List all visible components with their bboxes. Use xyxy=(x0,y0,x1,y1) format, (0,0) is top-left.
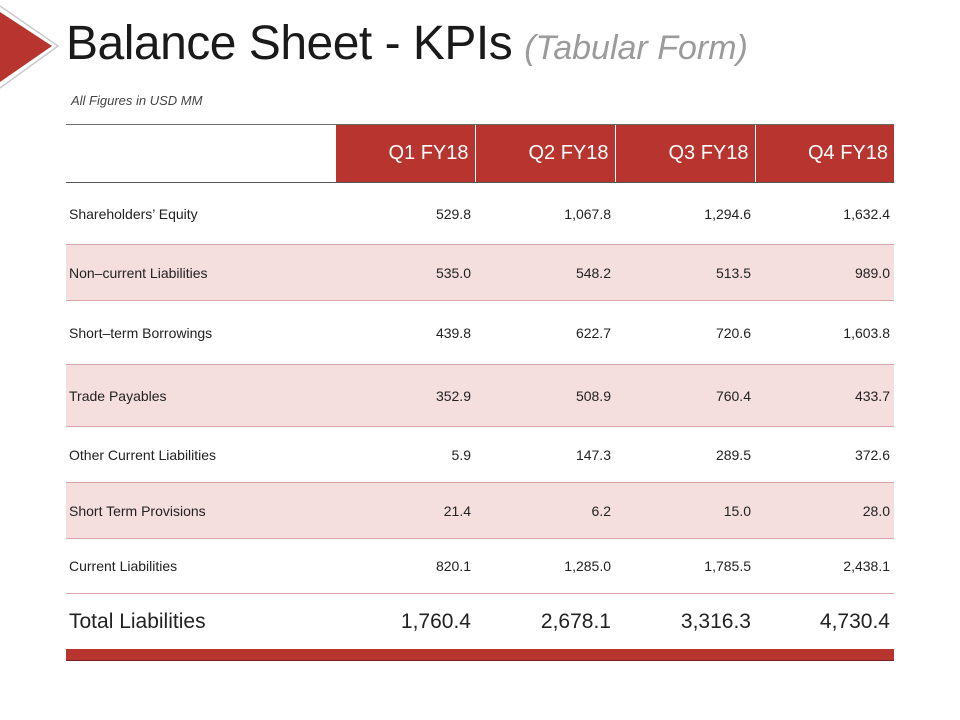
row-value: 1,603.8 xyxy=(755,300,894,365)
table-bottom-bar xyxy=(66,649,894,661)
table-row: Non–current Liabilities 535.0 548.2 513.… xyxy=(66,244,894,301)
row-value: 622.7 xyxy=(475,300,615,365)
header-blank-cell xyxy=(66,124,335,183)
table-row: Other Current Liabilities 5.9 147.3 289.… xyxy=(66,426,894,483)
row-value: 820.1 xyxy=(335,538,475,594)
total-value: 4,730.4 xyxy=(755,593,894,650)
row-value: 760.4 xyxy=(615,364,755,427)
row-value: 28.0 xyxy=(755,482,894,539)
header-q4: Q4 FY18 xyxy=(754,124,894,183)
table-row: Short Term Provisions 21.4 6.2 15.0 28.0 xyxy=(66,482,894,539)
row-value: 1,285.0 xyxy=(475,538,615,594)
row-label: Short–term Borrowings xyxy=(66,300,335,365)
row-value: 372.6 xyxy=(755,426,894,483)
total-value: 3,316.3 xyxy=(615,593,755,650)
row-value: 21.4 xyxy=(335,482,475,539)
row-value: 15.0 xyxy=(615,482,755,539)
total-value: 2,678.1 xyxy=(475,593,615,650)
row-value: 508.9 xyxy=(475,364,615,427)
total-value: 1,760.4 xyxy=(335,593,475,650)
total-row: Total Liabilities 1,760.4 2,678.1 3,316.… xyxy=(66,593,894,650)
row-value: 433.7 xyxy=(755,364,894,427)
row-value: 1,785.5 xyxy=(615,538,755,594)
row-value: 535.0 xyxy=(335,244,475,301)
row-label: Other Current Liabilities xyxy=(66,426,335,483)
row-value: 1,294.6 xyxy=(615,182,755,245)
corner-arrow-decoration xyxy=(0,5,60,89)
row-value: 5.9 xyxy=(335,426,475,483)
row-label: Shareholders’ Equity xyxy=(66,182,335,245)
row-value: 720.6 xyxy=(615,300,755,365)
table-row: Short–term Borrowings 439.8 622.7 720.6 … xyxy=(66,300,894,365)
row-label: Trade Payables xyxy=(66,364,335,427)
row-value: 548.2 xyxy=(475,244,615,301)
row-value: 147.3 xyxy=(475,426,615,483)
row-label: Short Term Provisions xyxy=(66,482,335,539)
table-row: Current Liabilities 820.1 1,285.0 1,785.… xyxy=(66,538,894,594)
title-subtitle: (Tabular Form) xyxy=(524,29,748,67)
row-value: 1,632.4 xyxy=(755,182,894,245)
header-q2: Q2 FY18 xyxy=(474,124,615,183)
row-value: 439.8 xyxy=(335,300,475,365)
row-value: 2,438.1 xyxy=(755,538,894,594)
kpi-table: Q1 FY18 Q2 FY18 Q3 FY18 Q4 FY18 Sharehol… xyxy=(66,124,894,650)
row-value: 513.5 xyxy=(615,244,755,301)
table-row: Shareholders’ Equity 529.8 1,067.8 1,294… xyxy=(66,182,894,245)
row-value: 989.0 xyxy=(755,244,894,301)
row-value: 352.9 xyxy=(335,364,475,427)
total-label: Total Liabilities xyxy=(66,593,335,650)
row-value: 529.8 xyxy=(335,182,475,245)
row-value: 1,067.8 xyxy=(475,182,615,245)
row-value: 6.2 xyxy=(475,482,615,539)
header-q3: Q3 FY18 xyxy=(614,124,755,183)
table-header-row: Q1 FY18 Q2 FY18 Q3 FY18 Q4 FY18 xyxy=(66,124,894,183)
table-row: Trade Payables 352.9 508.9 760.4 433.7 xyxy=(66,364,894,427)
title-main: Balance Sheet - KPIs xyxy=(66,17,513,70)
units-note: All Figures in USD MM xyxy=(71,93,203,108)
row-label: Current Liabilities xyxy=(66,538,335,594)
row-value: 289.5 xyxy=(615,426,755,483)
row-label: Non–current Liabilities xyxy=(66,244,335,301)
header-q1: Q1 FY18 xyxy=(334,124,475,183)
page-title: Balance Sheet - KPIs (Tabular Form) xyxy=(66,16,748,71)
